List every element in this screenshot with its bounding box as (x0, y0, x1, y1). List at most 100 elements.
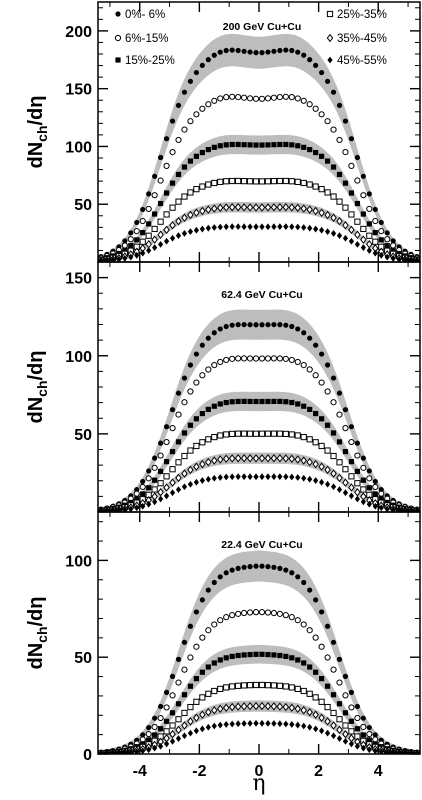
data-point (378, 496, 384, 502)
data-point (271, 142, 277, 148)
data-point (140, 747, 146, 754)
data-point (264, 203, 272, 212)
data-point (140, 249, 146, 257)
data-point (354, 714, 361, 722)
data-point (319, 727, 325, 735)
data-point (253, 142, 259, 148)
data-point (211, 722, 217, 730)
data-point (372, 238, 379, 245)
data-point (181, 126, 188, 133)
y-tick-label: 100 (65, 553, 92, 570)
data-point (319, 226, 325, 234)
data-point (128, 749, 134, 754)
data-point (282, 702, 290, 712)
data-point (151, 192, 158, 199)
data-point (163, 483, 170, 492)
data-point (258, 95, 266, 102)
data-point (193, 186, 200, 193)
data-point (223, 721, 229, 728)
data-point (348, 473, 355, 480)
data-point (277, 473, 283, 481)
data-point (199, 105, 206, 112)
data-point (414, 508, 420, 512)
data-point (324, 729, 331, 737)
data-point (246, 701, 254, 711)
data-point (217, 95, 224, 102)
data-point (360, 715, 366, 721)
data-point (271, 48, 277, 54)
data-point (246, 609, 254, 616)
data-point (140, 741, 146, 747)
data-point (133, 490, 140, 497)
data-point (288, 356, 295, 364)
data-point (217, 432, 224, 439)
data-point (312, 105, 319, 112)
data-point (282, 93, 289, 100)
data-point (318, 643, 325, 650)
data-point (140, 502, 146, 510)
data-point (140, 732, 146, 738)
data-point (324, 118, 331, 125)
data-point (324, 362, 331, 368)
data-point (240, 682, 248, 689)
data-point (288, 614, 295, 621)
data-point (205, 181, 212, 188)
data-point (181, 213, 188, 222)
data-point (270, 609, 278, 617)
legend-marker (326, 10, 334, 18)
data-point (259, 398, 265, 405)
data-point (187, 654, 194, 661)
data-point (222, 454, 230, 464)
data-point (187, 388, 194, 395)
data-point (122, 749, 128, 754)
data-point (247, 142, 253, 148)
plot-area (98, 309, 420, 512)
data-point (169, 729, 176, 739)
data-point (252, 430, 260, 437)
data-point (330, 732, 337, 740)
data-point (318, 379, 325, 386)
data-point (324, 703, 331, 711)
data-point (205, 723, 211, 731)
data-point (252, 701, 260, 711)
data-point (336, 486, 343, 493)
data-point (175, 171, 182, 178)
data-point (116, 507, 122, 512)
data-point (235, 682, 242, 689)
data-point (134, 496, 140, 502)
data-point (294, 617, 301, 624)
data-point (205, 457, 212, 467)
legend-marker (114, 34, 122, 42)
data-point (265, 473, 271, 481)
data-point (152, 173, 158, 179)
data-point (342, 149, 349, 156)
data-point (259, 142, 265, 148)
data-point (307, 335, 313, 341)
data-point (116, 749, 122, 754)
data-point (258, 430, 266, 437)
data-point (324, 623, 331, 629)
data-point (301, 579, 307, 586)
data-point (229, 612, 236, 619)
data-point (259, 719, 265, 727)
data-point (223, 94, 230, 101)
data-point (295, 326, 301, 332)
data-point (372, 249, 378, 257)
data-point (264, 355, 272, 362)
data-point (199, 439, 206, 446)
data-point (414, 750, 420, 754)
data-point (246, 355, 254, 362)
data-point (366, 500, 372, 508)
data-point (169, 407, 176, 413)
data-point (223, 399, 229, 406)
data-point (378, 504, 384, 512)
data-point (342, 673, 349, 679)
data-point (378, 237, 384, 243)
data-point (253, 651, 259, 657)
data-point (247, 473, 253, 481)
legend: 0%- 6% 6%-15% 15%-25% 25%-35% 35%-45% 45%-55% (114, 9, 387, 67)
data-point (234, 203, 242, 212)
data-point (217, 721, 223, 729)
data-point (336, 473, 343, 483)
panel-2: 50 100 150 dNch/dη 62.4 GeV Cu+Cu (25, 261, 421, 513)
